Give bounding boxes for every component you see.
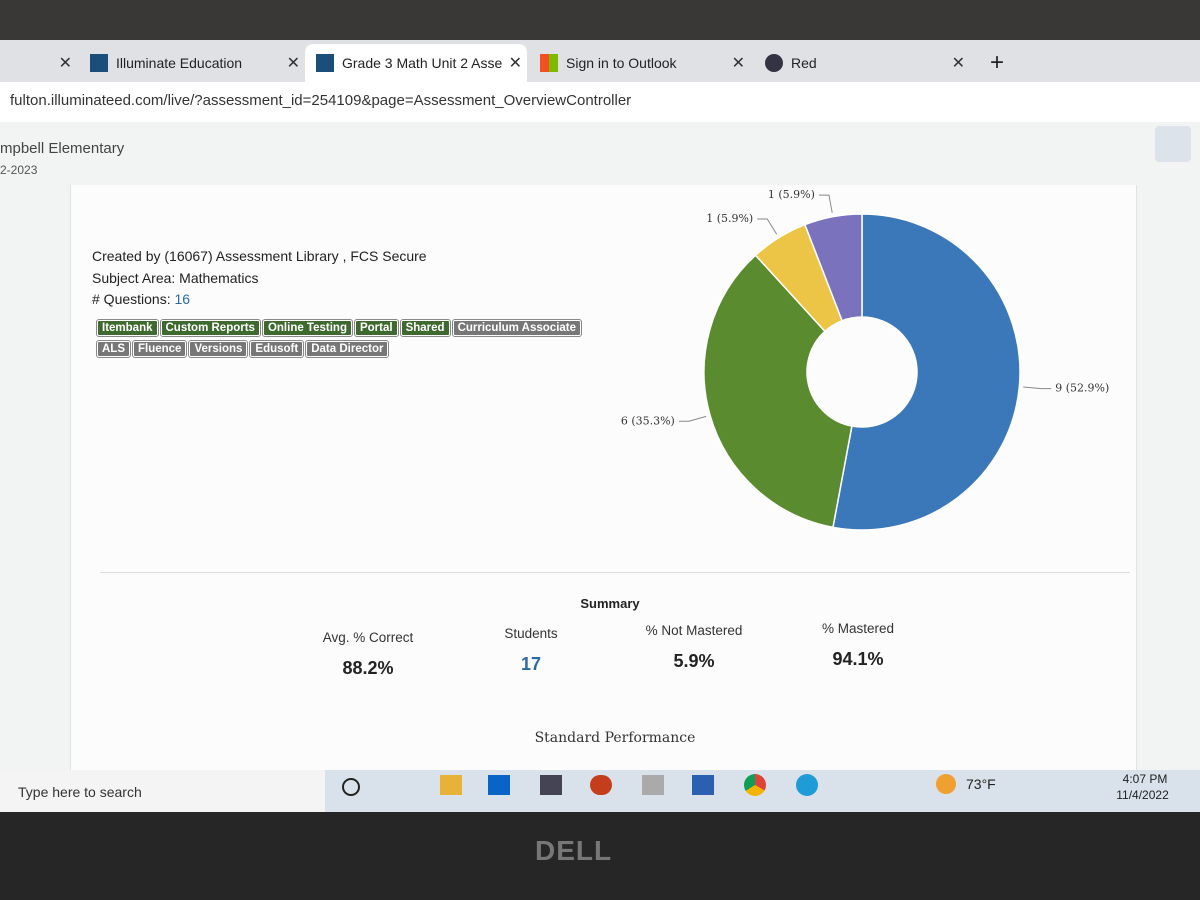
url[interactable]: fulton.illuminateed.com/live/?assessment… (10, 92, 632, 109)
store-icon[interactable] (642, 775, 664, 795)
apps-button[interactable] (1155, 126, 1191, 162)
stat-value: 17 (520, 654, 542, 674)
leader-line (678, 415, 707, 422)
stat-value: 5.9% (673, 651, 715, 671)
slice-label: 6 (35.3%) (621, 414, 675, 427)
search-box[interactable] (0, 770, 325, 812)
tag: Itembank (96, 319, 159, 337)
donut-slice (703, 254, 853, 529)
tab-title: Red (791, 55, 817, 71)
tag-list: Itembank Custom Reports Online Testing Port… (96, 318, 617, 360)
school-name: mpbell Elementary (0, 140, 125, 157)
donut-slice (803, 213, 863, 322)
slice-label: 9 (52.9%) (1055, 382, 1109, 395)
outlook-icon[interactable] (488, 775, 510, 795)
clock-time: 4:07 PM (1122, 772, 1168, 786)
tag: Custom Reports (159, 319, 261, 337)
summary-title: Summary (580, 596, 640, 611)
tab[interactable]: Grade 3 Math Unit 2 Asse ✕ (316, 46, 522, 80)
weather: 73°F (966, 776, 996, 792)
subject: Subject Area: Mathematics (92, 270, 259, 286)
created-by: Created by (16067) Assessment Library , … (92, 248, 427, 264)
tab-title: Illuminate Education (116, 55, 243, 71)
donut-slice (832, 213, 1021, 531)
tab-title: Grade 3 Math Unit 2 Asse (342, 55, 503, 71)
edge-icon[interactable] (796, 774, 818, 796)
weather-icon (936, 774, 956, 794)
camera-icon[interactable] (540, 775, 562, 795)
tag: Curriculum Associate (451, 319, 583, 337)
tag: ALS (96, 340, 131, 358)
tab-close[interactable]: ✕ (58, 55, 72, 72)
tab[interactable]: Illuminate Education ✕ (90, 46, 300, 80)
word-icon[interactable] (692, 775, 714, 795)
tag: Versions (188, 340, 249, 358)
explorer-icon[interactable] (440, 775, 462, 795)
chrome-icon[interactable] (744, 774, 766, 796)
stat-label: % Mastered (821, 621, 895, 636)
search-placeholder: Type here to search (18, 784, 142, 800)
bezel-bottom (0, 812, 1200, 900)
clock-date: 11/4/2022 (1116, 788, 1169, 802)
questions-label: # Questions: (92, 291, 171, 307)
leader-line (1023, 386, 1052, 390)
tab[interactable]: Red ✕ (765, 46, 965, 80)
slice-label: 1 (5.9%) (768, 190, 815, 201)
leader-line (757, 218, 778, 235)
bezel-top (0, 0, 1200, 46)
tab-strip (0, 40, 1200, 82)
stat-label: Avg. % Correct (322, 630, 414, 645)
tag: Edusoft (249, 340, 305, 358)
tab[interactable]: Sign in to Outlook ✕ (540, 46, 745, 80)
powerpoint-icon[interactable] (590, 775, 612, 795)
stat-label: Students (504, 626, 558, 641)
tag: Fluence (131, 340, 188, 358)
tag: Data Director (305, 340, 390, 358)
section-title: Standard Performance (534, 730, 696, 746)
donut-chart: 9 (52.9%) 6 (35.3%) 1 (5.9%) 1 (5.9%) (621, 190, 1109, 531)
leader-line (818, 194, 833, 213)
divider (100, 572, 1130, 573)
tag: Online Testing (261, 319, 353, 337)
active-tab-bg (305, 44, 527, 82)
questions: # Questions: 16 (92, 291, 190, 307)
tag: Portal (353, 319, 399, 337)
stat-label: % Not Mastered (645, 623, 743, 638)
stat-value: 88.2% (342, 658, 394, 678)
stat-value: 94.1% (832, 649, 884, 669)
school-year: 2-2023 (0, 163, 38, 177)
tag: Shared (399, 319, 451, 337)
slice-label: 1 (5.9%) (706, 212, 753, 225)
tab-title: Sign in to Outlook (566, 55, 677, 71)
brand-logo: DELL (535, 835, 613, 866)
start-icon[interactable] (342, 778, 360, 796)
address-bar (0, 82, 1200, 123)
new-tab[interactable]: + (990, 49, 1005, 76)
questions-count: 16 (174, 291, 191, 307)
